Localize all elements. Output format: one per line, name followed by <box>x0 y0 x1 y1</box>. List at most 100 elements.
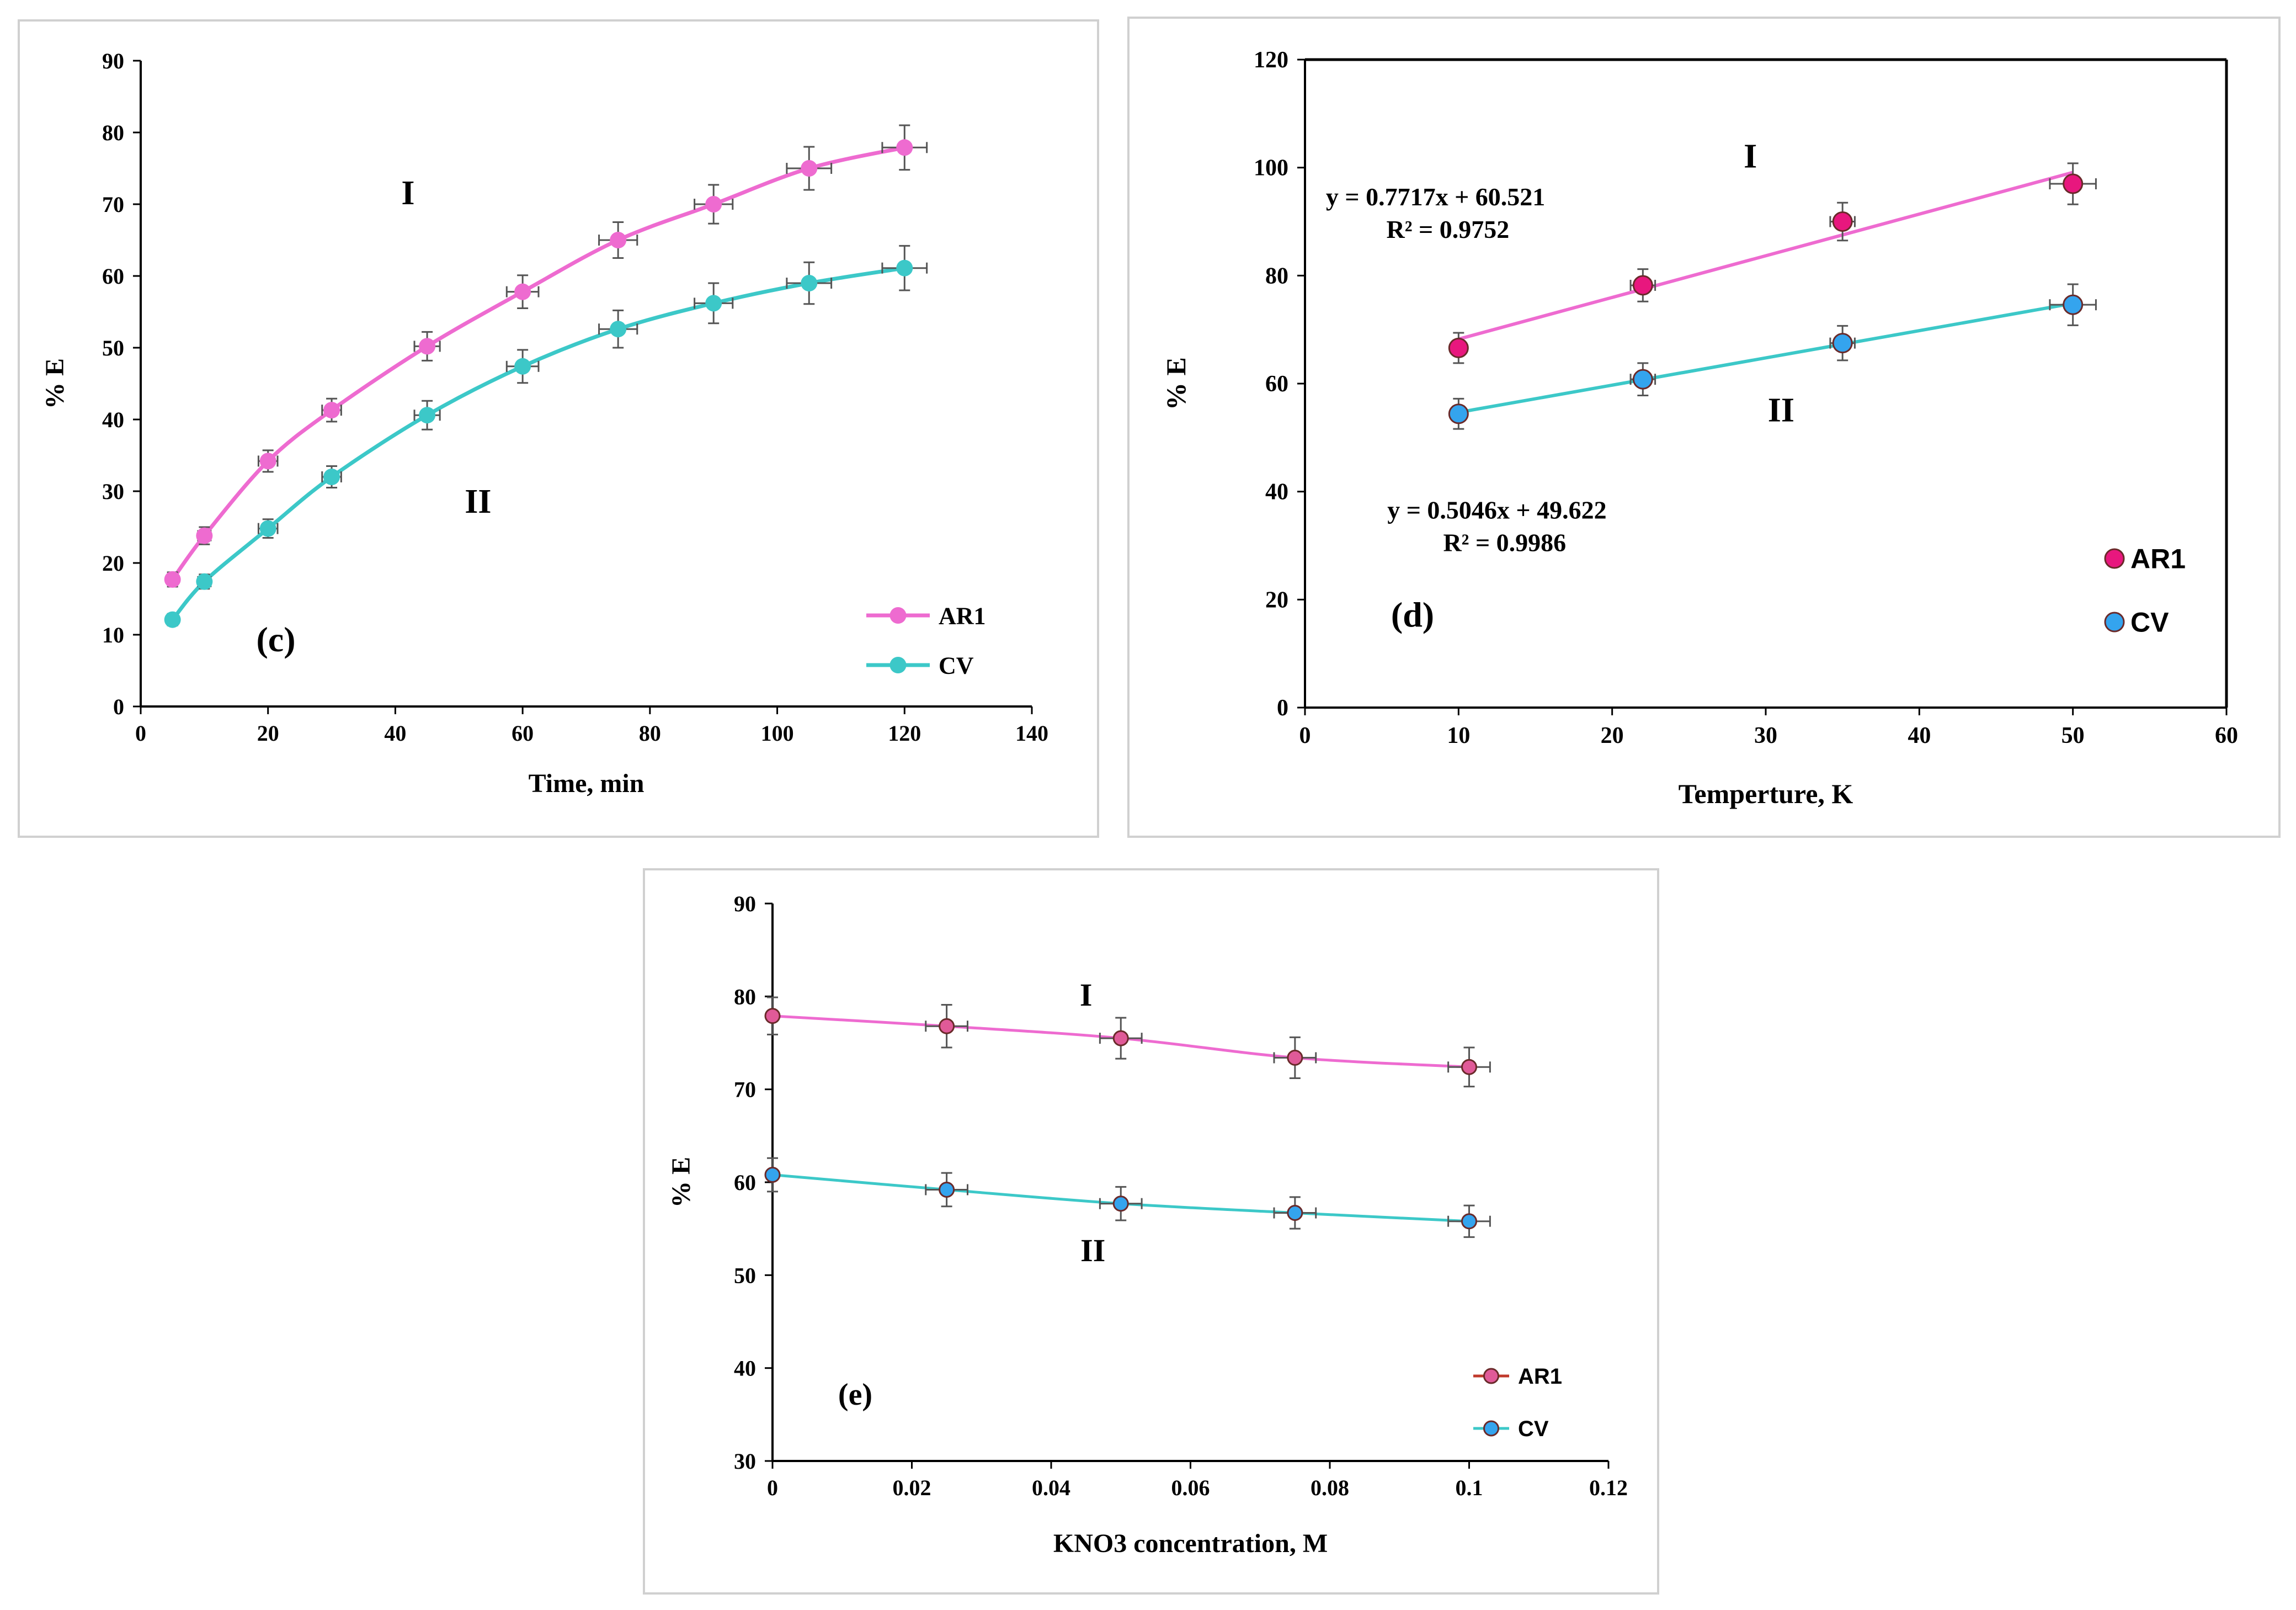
chart-d-x-tick-label: 40 <box>1908 723 1931 748</box>
chart-c-cv-point <box>323 469 340 485</box>
chart-c-x-axis-label: Time, min <box>529 769 644 798</box>
chart-e-legend-cv-label: CV <box>1518 1417 1549 1441</box>
chart-c-legend-cv-swatch-marker <box>889 657 907 673</box>
chart-c-ar1-point <box>514 283 531 300</box>
chart-d-x-tick-label: 50 <box>2061 723 2085 748</box>
chart-e-y-tick-label: 80 <box>734 984 756 1009</box>
chart-e-legend-cv-swatch-marker <box>1483 1420 1499 1437</box>
chart-c-cv-point <box>514 358 531 375</box>
chart-d-equation-label: R² = 0.9752 <box>1386 215 1509 243</box>
chart-d-curve-label: I <box>1744 138 1757 176</box>
chart-d-y-tick-label: 20 <box>1265 587 1288 613</box>
chart-c-y-tick-label: 20 <box>102 551 124 576</box>
chart-c-y-tick-label: 70 <box>102 192 124 217</box>
chart-e-ar1-point <box>764 1008 781 1024</box>
chart-c-x-tick-label: 60 <box>512 721 534 746</box>
chart-d-y-tick-label: 0 <box>1277 695 1288 721</box>
chart-c-ar1-point <box>610 232 627 248</box>
chart-d-cv-point <box>1632 369 1653 390</box>
chart-d-legend-ar1-label: AR1 <box>2130 544 2186 575</box>
chart-e-y-tick-label: 60 <box>734 1170 756 1195</box>
chart-d-legend-cv-label: CV <box>2130 607 2169 638</box>
chart-e-x-tick-label: 0.04 <box>1032 1475 1070 1500</box>
chart-c-cv-point <box>896 259 913 277</box>
chart-c-ar1-point <box>164 571 181 588</box>
chart-e-curve-label: II <box>1080 1232 1105 1268</box>
chart-d-legend-cv-swatch-marker <box>2104 612 2125 633</box>
chart-c-x-tick-label: 120 <box>888 721 921 746</box>
chart-d-x-tick-label: 0 <box>1299 723 1311 748</box>
chart-c-x-tick-label: 80 <box>639 721 661 746</box>
chart-e-ar1-point <box>1461 1059 1477 1075</box>
chart-c-x-tick-label: 20 <box>257 721 279 746</box>
chart-c-x-tick-label: 0 <box>135 721 146 746</box>
chart-d-x-tick-label: 10 <box>1447 723 1470 748</box>
chart-c-y-tick-label: 80 <box>102 120 124 145</box>
chart-c-y-tick-label: 90 <box>102 49 124 73</box>
chart-d-y-tick-label: 60 <box>1265 371 1288 397</box>
chart-d-x-axis-label: Temperture, K <box>1679 778 1853 809</box>
chart-d-equation-label: R² = 0.9986 <box>1443 528 1566 556</box>
chart-c-legend-ar1-label: AR1 <box>939 602 986 629</box>
chart-e-legend-ar1-swatch-marker <box>1483 1368 1499 1384</box>
chart-c-y-tick-label: 10 <box>102 623 124 647</box>
chart-e-curve-label: I <box>1080 977 1093 1013</box>
chart-e-x-tick-label: 0.02 <box>893 1475 931 1500</box>
chart-c-ar1-point <box>419 338 436 355</box>
chart-e-y-tick-label: 40 <box>734 1356 756 1381</box>
chart-d-cv-point <box>1832 333 1853 354</box>
chart-e-panel-label: (e) <box>838 1378 872 1412</box>
chart-e-cv-point <box>1112 1195 1129 1212</box>
panel-d-frame <box>1127 17 2281 838</box>
chart-c-ar1-line <box>171 145 905 581</box>
chart-c-ar1-point <box>323 402 340 419</box>
chart-d-ar1-trendline <box>1458 171 2074 341</box>
chart-d-ar1-point <box>2063 173 2084 194</box>
chart-d-y-axis-label: % E <box>1160 357 1191 410</box>
chart-e-cv-point <box>939 1181 955 1198</box>
chart-c-cv-point <box>705 295 722 312</box>
chart-c-ar1-point <box>705 196 722 212</box>
chart-d-legend-ar1-swatch-marker <box>2104 548 2125 569</box>
chart-e-ar1-point <box>1287 1049 1303 1066</box>
chart-c-y-tick-label: 30 <box>102 479 124 504</box>
chart-c-ar1-point <box>801 160 818 177</box>
chart-c-cv-line <box>171 266 905 621</box>
chart-e-x-axis-label: KNO3 concentration, M <box>1053 1529 1328 1558</box>
chart-e-y-tick-label: 90 <box>734 891 756 916</box>
chart-d-curve-label: II <box>1768 391 1794 429</box>
chart-d-cv-trendline <box>1458 301 2074 415</box>
chart-c-cv-point <box>419 407 436 424</box>
chart-d-y-tick-label: 40 <box>1265 480 1288 505</box>
chart-e-x-tick-label: 0.06 <box>1171 1475 1210 1500</box>
panel-e-frame <box>643 868 1659 1595</box>
chart-d-x-tick-label: 60 <box>2215 723 2238 748</box>
chart-d-y-tick-label: 100 <box>1254 156 1288 181</box>
panel-c-frame <box>18 19 1099 838</box>
chart-e-x-tick-label: 0.08 <box>1311 1475 1349 1500</box>
chart-c-cv-point <box>259 520 276 537</box>
chart-c-panel-label: (c) <box>256 620 295 659</box>
chart-e-x-tick-label: 0.12 <box>1589 1475 1628 1500</box>
chart-e-group: 0 0.02 0.04 0.06 0.08 0.1 0.12 30 40 50 60 70 80 90 KN… <box>667 891 1628 1558</box>
chart-c-curve-label: II <box>465 483 491 520</box>
chart-c-group: 0 20 40 60 80 100 120 140 0 10 20 30 40 50 60 70 80 90 Tim… <box>40 49 1048 798</box>
chart-e-cv-point <box>1287 1205 1303 1221</box>
chart-d-y-tick-label: 80 <box>1265 263 1288 289</box>
chart-c-ar1-point <box>896 139 913 156</box>
chart-e-y-tick-label: 30 <box>734 1449 756 1474</box>
chart-c-x-tick-label: 100 <box>761 721 794 746</box>
chart-e-ar1-point <box>1112 1030 1129 1046</box>
chart-d-equation-label: y = 0.5046x + 49.622 <box>1387 496 1606 524</box>
chart-c-cv-point <box>164 611 181 628</box>
chart-d-y-tick-label: 120 <box>1254 47 1288 73</box>
chart-d-x-tick-label: 30 <box>1754 723 1777 748</box>
chart-d-panel-label: (d) <box>1391 595 1434 634</box>
chart-e-cv-point <box>1461 1213 1477 1230</box>
chart-c-curve-label: I <box>401 174 414 212</box>
chart-c-ar1-point <box>259 453 276 470</box>
chart-c-y-tick-label: 40 <box>102 407 124 432</box>
chart-e-y-tick-label: 50 <box>734 1263 756 1288</box>
chart-e-x-tick-label: 0 <box>767 1475 778 1500</box>
